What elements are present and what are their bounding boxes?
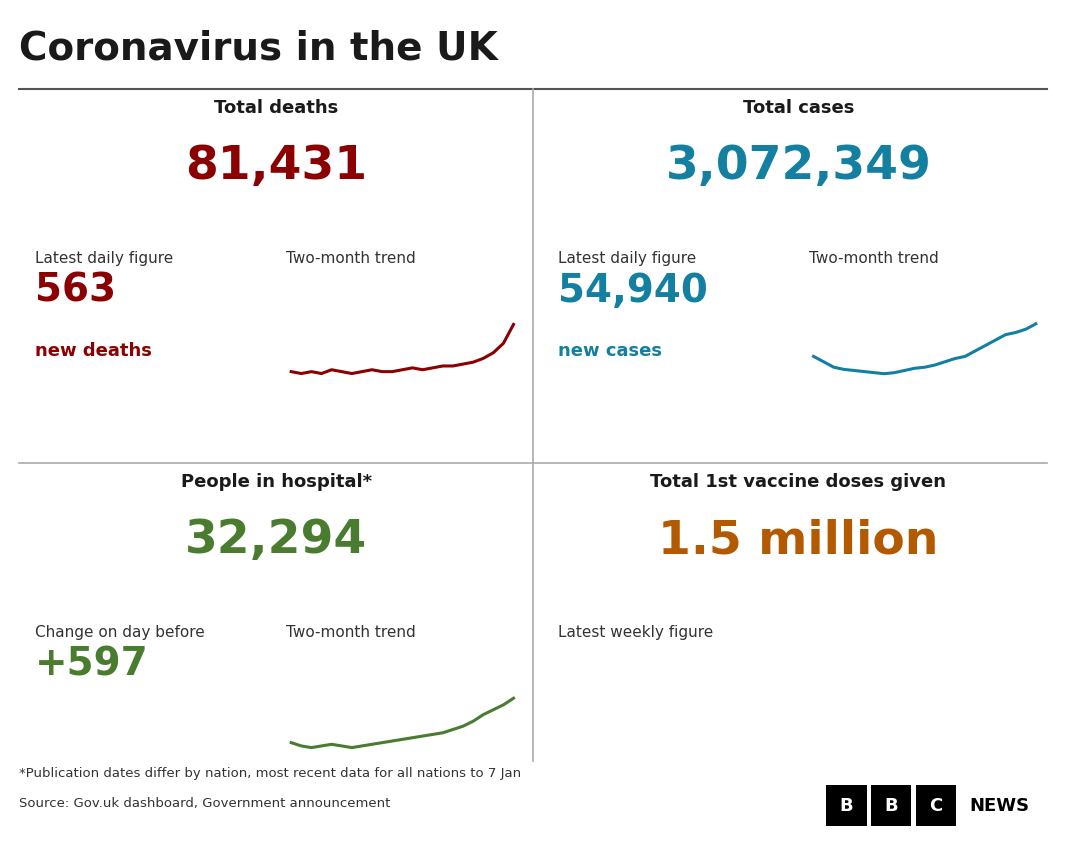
Text: Coronavirus in the UK: Coronavirus in the UK (19, 30, 498, 68)
Text: Two-month trend: Two-month trend (287, 625, 416, 640)
Text: Two-month trend: Two-month trend (809, 251, 938, 266)
Text: Total 1st vaccine doses given: Total 1st vaccine doses given (650, 473, 947, 491)
Text: 563: 563 (35, 272, 116, 310)
Text: new deaths: new deaths (35, 342, 152, 360)
Text: 3,072,349: 3,072,349 (665, 144, 932, 190)
Text: C: C (930, 796, 942, 815)
Text: Latest daily figure: Latest daily figure (35, 251, 174, 266)
Text: new cases: new cases (558, 342, 662, 360)
Text: Total deaths: Total deaths (214, 99, 338, 117)
Text: Latest daily figure: Latest daily figure (558, 251, 696, 266)
Text: Change on day before: Change on day before (35, 625, 205, 640)
Text: B: B (885, 796, 898, 815)
Text: *Publication dates differ by nation, most recent data for all nations to 7 Jan: *Publication dates differ by nation, mos… (19, 767, 521, 779)
Text: Two-month trend: Two-month trend (287, 251, 416, 266)
Text: Total cases: Total cases (743, 99, 854, 117)
Text: 54,940: 54,940 (558, 272, 708, 310)
Text: B: B (840, 796, 853, 815)
Text: NEWS: NEWS (969, 796, 1029, 815)
Text: Source: Gov.uk dashboard, Government announcement: Source: Gov.uk dashboard, Government ann… (19, 797, 390, 810)
Text: People in hospital*: People in hospital* (180, 473, 372, 491)
Text: 1.5 million: 1.5 million (658, 518, 939, 564)
Text: 81,431: 81,431 (185, 144, 367, 190)
Text: +597: +597 (35, 646, 149, 684)
Text: 32,294: 32,294 (185, 518, 367, 564)
Text: Latest weekly figure: Latest weekly figure (558, 625, 713, 640)
